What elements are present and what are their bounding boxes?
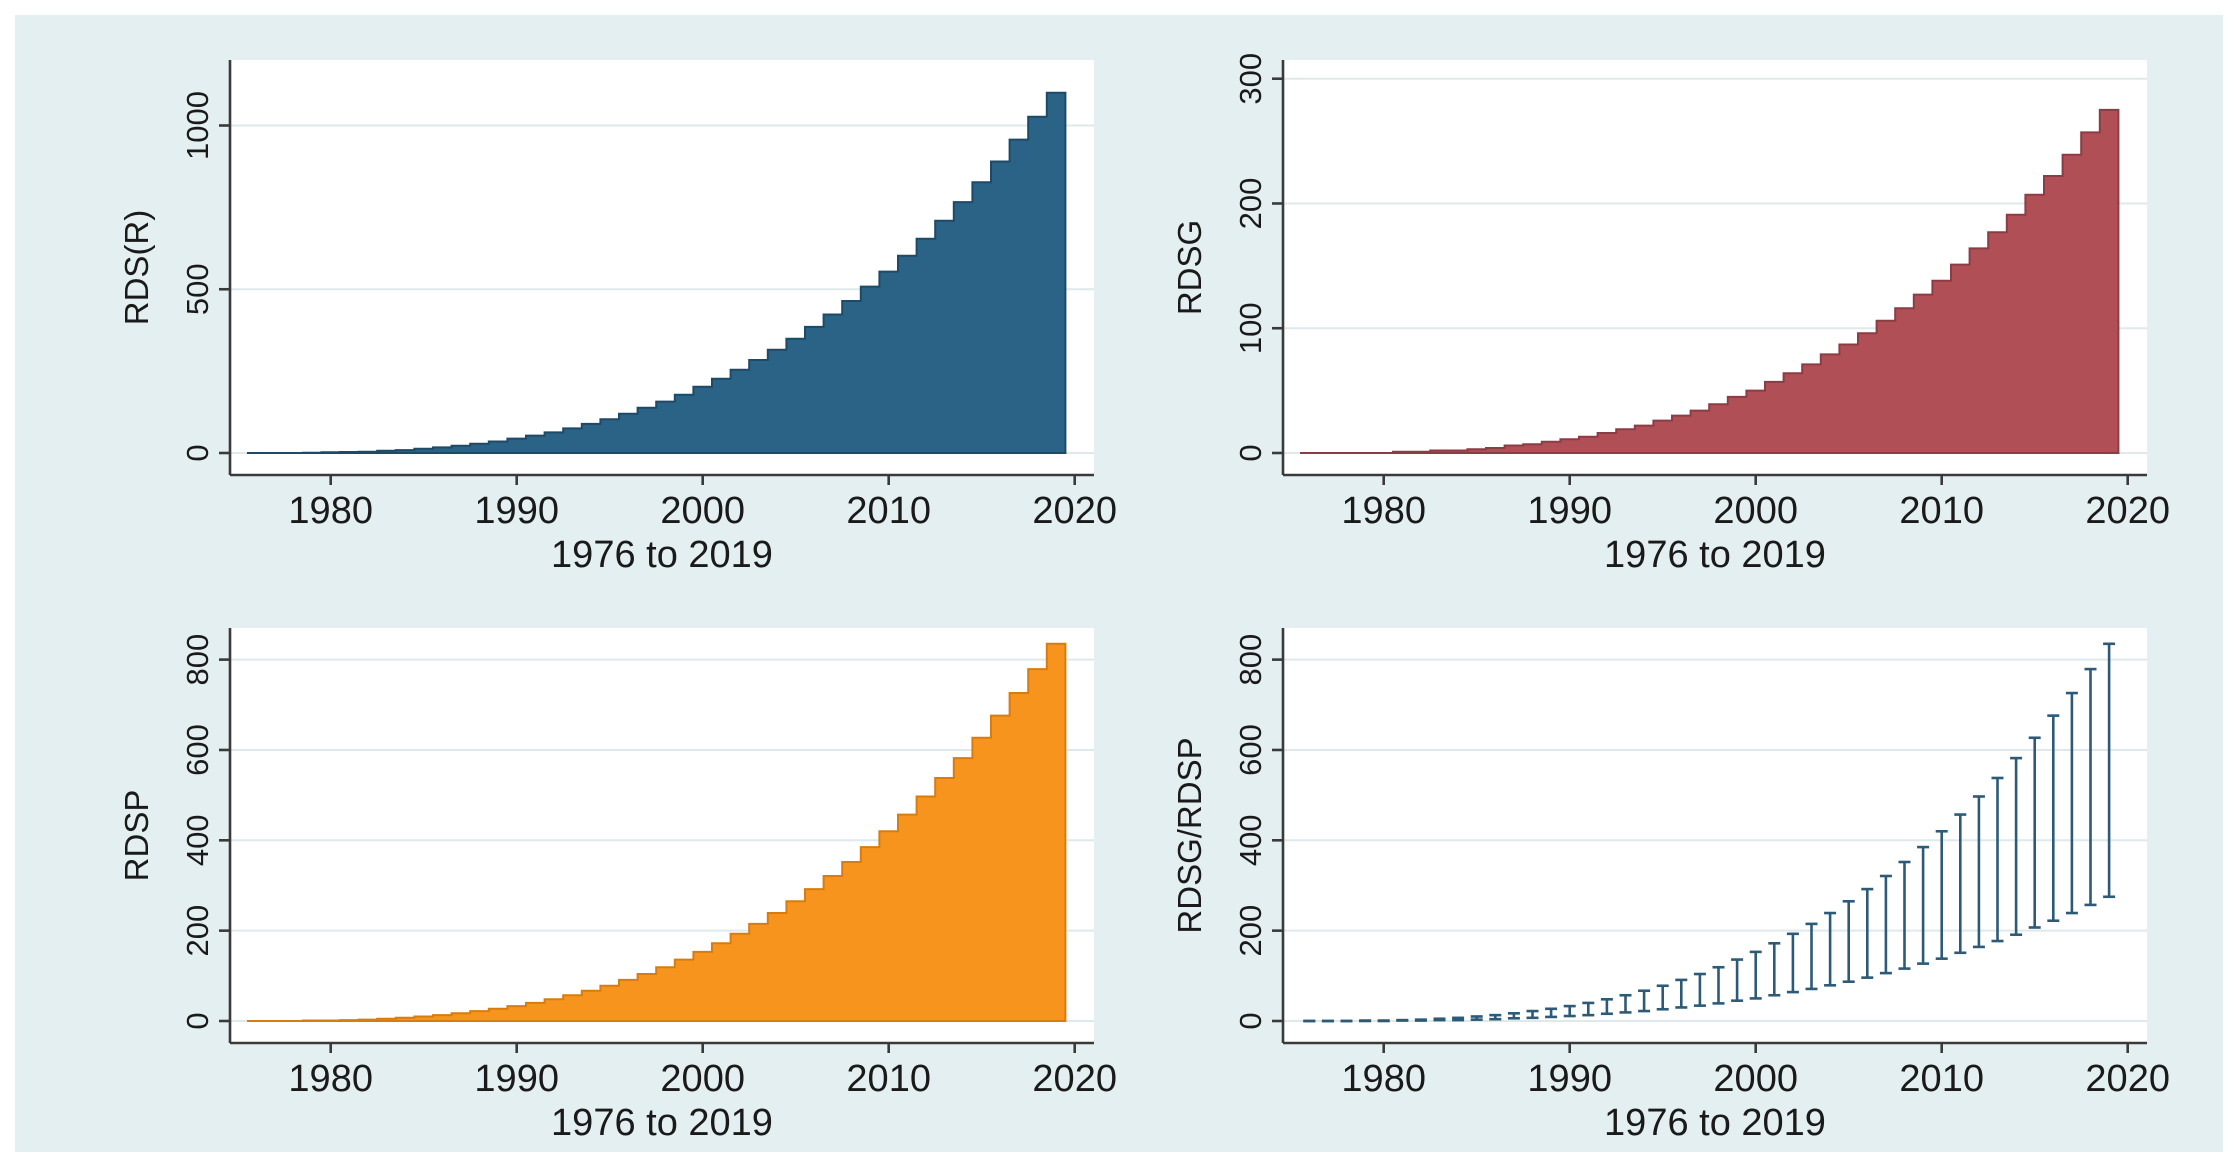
chart-rds-r-area: 1980 1990 2000 2010 2020 1976 to 2019 0 500 1000… [118, 60, 1117, 576]
svg-text:600: 600 [1233, 724, 1268, 776]
svg-text:2000: 2000 [1713, 490, 1798, 532]
svg-text:RDSG/RDSP: RDSG/RDSP [1171, 737, 1208, 933]
svg-text:2020: 2020 [2085, 1058, 2170, 1100]
svg-text:0: 0 [180, 1012, 215, 1029]
panel-rdsg: 1980 1990 2000 2010 2020 1976 to 2019 0 100 200 3… [1119, 15, 2223, 583]
panel-rdsg-rdsp: 1980 1990 2000 2010 2020 1976 to 2019 0 200 400 6… [1119, 583, 2223, 1151]
svg-text:1976 to 2019: 1976 to 2019 [1604, 534, 1826, 576]
svg-text:1980: 1980 [1341, 1058, 1426, 1100]
svg-text:2020: 2020 [1032, 1058, 1117, 1100]
svg-text:100: 100 [1233, 302, 1268, 354]
svg-text:1990: 1990 [1527, 1058, 1612, 1100]
svg-text:200: 200 [180, 905, 215, 957]
svg-text:1980: 1980 [1341, 490, 1426, 532]
svg-text:1000: 1000 [180, 91, 215, 160]
svg-text:RDS(R): RDS(R) [118, 210, 155, 325]
svg-text:800: 800 [180, 634, 215, 686]
svg-text:400: 400 [1233, 814, 1268, 866]
svg-text:2020: 2020 [1032, 490, 1117, 532]
svg-text:2010: 2010 [846, 1058, 931, 1100]
svg-text:1980: 1980 [288, 1058, 373, 1100]
svg-text:200: 200 [1233, 178, 1268, 230]
svg-text:2010: 2010 [1899, 490, 1984, 532]
svg-text:600: 600 [180, 724, 215, 776]
svg-text:2000: 2000 [660, 1058, 745, 1100]
chart-rdsg-area: 1980 1990 2000 2010 2020 1976 to 2019 0 100 200 3… [1171, 53, 2170, 576]
svg-text:2000: 2000 [660, 490, 745, 532]
svg-text:2020: 2020 [2085, 490, 2170, 532]
panel-rds-r: 1980 1990 2000 2010 2020 1976 to 2019 0 500 1000… [15, 15, 1119, 583]
svg-text:1976 to 2019: 1976 to 2019 [551, 1102, 773, 1144]
svg-text:1980: 1980 [288, 490, 373, 532]
svg-text:500: 500 [180, 263, 215, 315]
svg-text:1990: 1990 [474, 1058, 559, 1100]
svg-text:RDSG: RDSG [1171, 220, 1208, 315]
svg-text:0: 0 [1233, 444, 1268, 461]
svg-text:300: 300 [1233, 53, 1268, 105]
svg-text:200: 200 [1233, 905, 1268, 957]
svg-text:1990: 1990 [1527, 490, 1612, 532]
svg-text:0: 0 [180, 444, 215, 461]
svg-text:2010: 2010 [1899, 1058, 1984, 1100]
chart-rdsg-rdsp-rangebar: 1980 1990 2000 2010 2020 1976 to 2019 0 200 400 6… [1171, 628, 2170, 1144]
svg-text:2000: 2000 [1713, 1058, 1798, 1100]
svg-text:2010: 2010 [846, 490, 931, 532]
svg-text:1976 to 2019: 1976 to 2019 [551, 534, 773, 576]
svg-text:800: 800 [1233, 634, 1268, 686]
panel-rdsp: 1980 1990 2000 2010 2020 1976 to 2019 0 200 400 6… [15, 583, 1119, 1151]
figure-canvas: 1980 1990 2000 2010 2020 1976 to 2019 0 500 1000… [15, 15, 2223, 1152]
svg-text:1976 to 2019: 1976 to 2019 [1604, 1102, 1826, 1144]
svg-text:0: 0 [1233, 1012, 1268, 1029]
chart-rdsp-area: 1980 1990 2000 2010 2020 1976 to 2019 0 200 400 6… [118, 628, 1117, 1144]
svg-text:400: 400 [180, 814, 215, 866]
svg-text:1990: 1990 [474, 490, 559, 532]
svg-text:RDSP: RDSP [118, 790, 155, 882]
